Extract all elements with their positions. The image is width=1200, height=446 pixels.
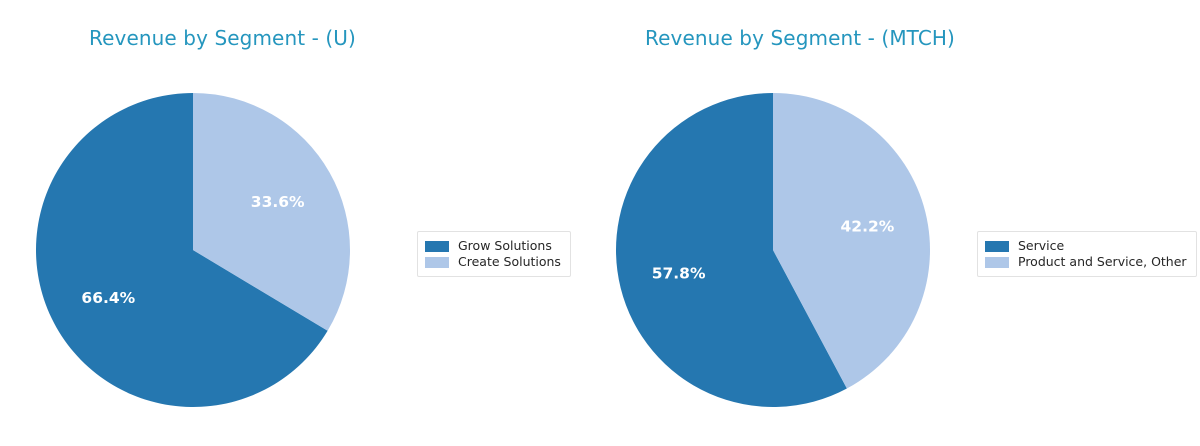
pie-slice-label-product-and-service-other: 42.2% <box>841 217 895 235</box>
pie-chart-u: 66.4% 33.6% <box>36 93 351 407</box>
pie-slice-label-grow-solutions: 66.4% <box>81 289 135 307</box>
chart-panel-mtch: Revenue by Segment - (MTCH) 57.8% 42.2% … <box>600 0 1200 446</box>
legend-item-label: Service <box>1018 238 1065 253</box>
legend-swatch-icon <box>985 256 1009 268</box>
pie-svg-u: 66.4% 33.6% <box>36 93 351 407</box>
pie-slice-grow-solutions[interactable] <box>36 93 328 407</box>
pie-slice-product-and-service-other[interactable] <box>773 93 930 389</box>
pie-slice-label-create-solutions: 33.6% <box>251 193 305 211</box>
legend-mtch: Service Product and Service, Other <box>977 231 1197 277</box>
legend-item-create-solutions[interactable]: Create Solutions <box>425 254 561 270</box>
pie-slice-label-service: 57.8% <box>652 265 706 283</box>
pie-slice-create-solutions[interactable] <box>193 93 351 331</box>
legend-item-service[interactable]: Service <box>985 238 1187 254</box>
legend-swatch-icon <box>425 256 449 268</box>
pie-svg-mtch: 57.8% 42.2% <box>616 93 930 407</box>
pie-slice-service[interactable] <box>616 93 847 407</box>
legend-item-product-and-service-other[interactable]: Product and Service, Other <box>985 254 1187 270</box>
legend-swatch-icon <box>985 240 1009 252</box>
legend-item-label: Product and Service, Other <box>1018 254 1187 269</box>
page-title-mtch: Revenue by Segment - (MTCH) <box>645 26 955 50</box>
legend-u: Grow Solutions Create Solutions <box>417 231 571 277</box>
legend-item-label: Create Solutions <box>458 254 561 269</box>
pie-chart-mtch: 57.8% 42.2% <box>616 93 930 407</box>
legend-item-label: Grow Solutions <box>458 238 552 253</box>
chart-panel-u: Revenue by Segment - (U) 66.4% 33.6% Gro… <box>36 26 571 407</box>
legend-swatch-icon <box>425 240 449 252</box>
page-title-u: Revenue by Segment - (U) <box>89 26 356 50</box>
legend-item-grow-solutions[interactable]: Grow Solutions <box>425 238 561 254</box>
